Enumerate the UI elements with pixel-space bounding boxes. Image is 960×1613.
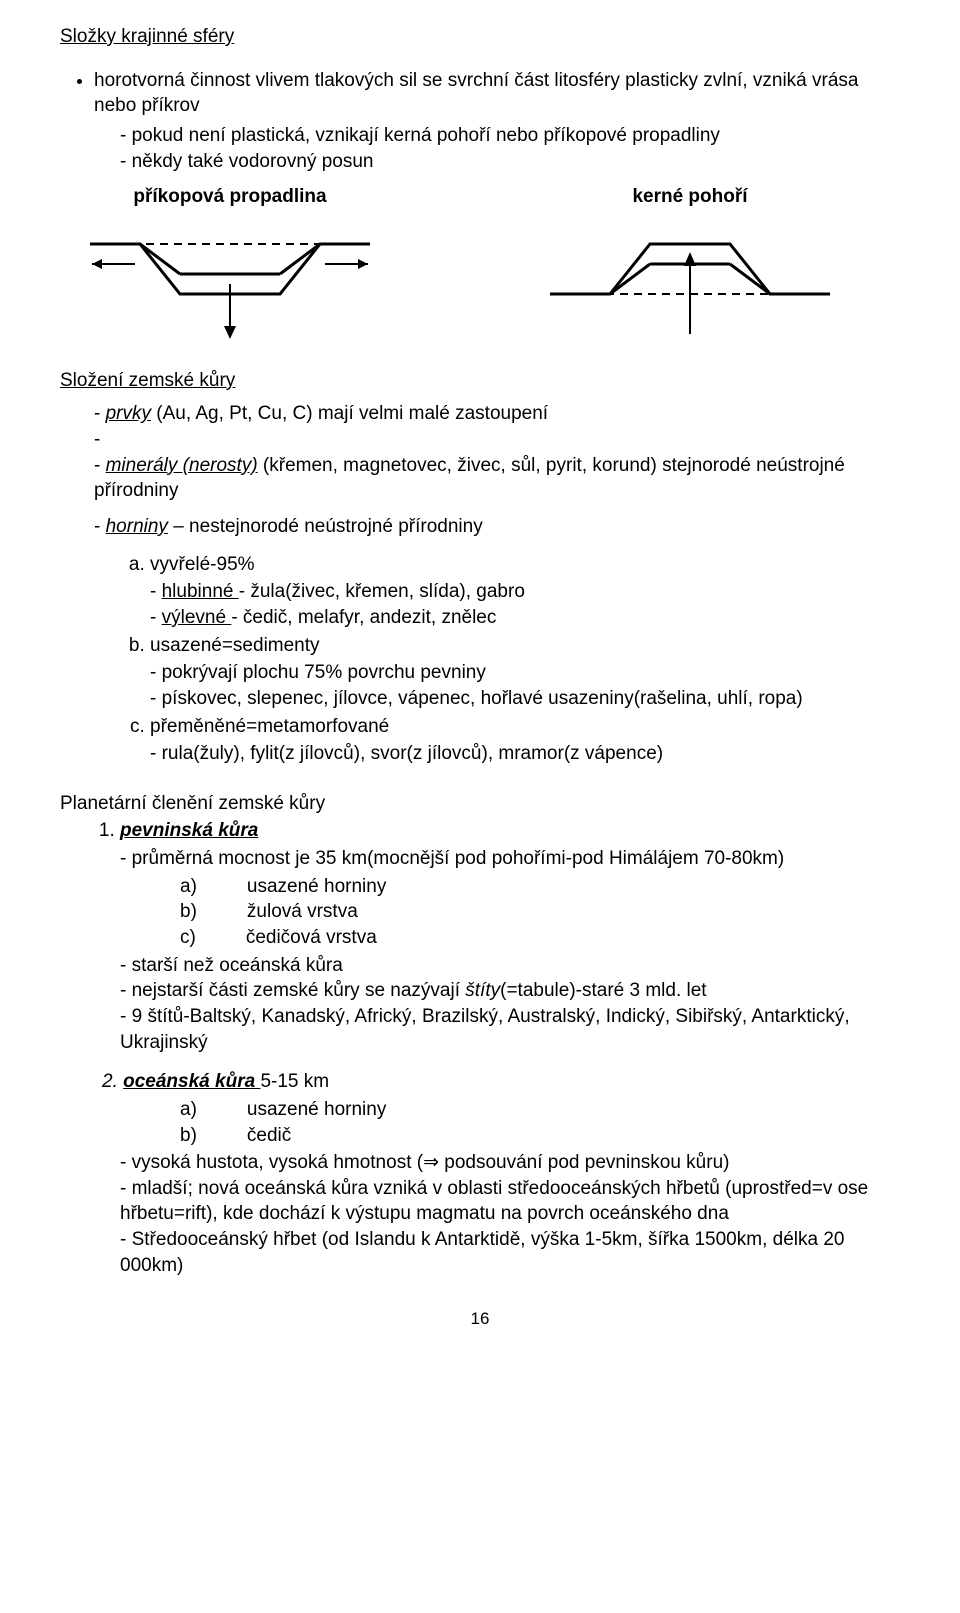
- cont-l2: starší než oceánská kůra: [120, 953, 900, 979]
- oceanic-crust-label: oceánská kůra: [123, 1071, 260, 1092]
- cont-layer-b-text: žulová vrstva: [247, 899, 358, 925]
- diagram-trench-label: příkopová propadlina: [133, 184, 326, 210]
- ocean-layer-a: a) usazené horniny: [180, 1097, 900, 1123]
- ocean-layer-b-text: čedič: [247, 1123, 291, 1149]
- diagram-horst-svg: [540, 214, 840, 344]
- oceanic-crust-suffix: 5-15 km: [260, 1071, 329, 1092]
- planetary-title: Planetární členění zemské kůry: [60, 791, 900, 817]
- crust-rocks: horniny – nestejnorodé neústrojné přírod…: [94, 514, 900, 540]
- ocean-l1: vysoká hustota, vysoká hmotnost (⇒ podso…: [120, 1150, 900, 1176]
- cont-layer-a-letter: a): [180, 874, 197, 900]
- crust-elements: prvky (Au, Ag, Pt, Cu, C) mají velmi mal…: [94, 401, 900, 427]
- page-header: Složky krajinné sféry: [60, 24, 900, 50]
- crust-empty-dash: [94, 427, 900, 453]
- rocks-a-item-1-rest: - žula(živec, křemen, slída), gabro: [239, 581, 525, 602]
- cont-layer-a: a) usazené horniny: [180, 874, 900, 900]
- cont-l3b: štíty: [465, 980, 500, 1001]
- crust-elements-desc: (Au, Ag, Pt, Cu, C) mají velmi malé zast…: [151, 403, 548, 424]
- continental-crust-label: pevninská kůra: [120, 820, 258, 841]
- cont-layer-c: c) čedičová vrstva: [180, 925, 900, 951]
- cont-l4: 9 štítů-Baltský, Kanadský, Africký, Braz…: [120, 1004, 900, 1055]
- ocean-layer-a-text: usazené horniny: [247, 1097, 386, 1123]
- rocks-a-item-2-u: výlevné: [162, 607, 232, 628]
- crust-rocks-desc: – nestejnorodé neústrojné přírodniny: [168, 516, 483, 537]
- sub-bullet-2: někdy také vodorovný posun: [120, 149, 900, 175]
- cont-layer-c-text: čedičová vrstva: [246, 925, 377, 951]
- main-bullet: horotvorná činnost vlivem tlakových sil …: [94, 68, 900, 119]
- rocks-a: vyvřelé-95%: [150, 552, 900, 578]
- rocks-b-item-1: pokrývají plochu 75% povrchu pevniny: [150, 660, 900, 686]
- crust-composition-title: Složení zemské kůry: [60, 368, 900, 394]
- crust-rocks-term: horniny: [106, 516, 168, 537]
- cont-l3a: nejstarší části zemské kůry se nazývají: [132, 980, 466, 1001]
- ocean-layer-a-letter: a): [180, 1097, 197, 1123]
- cont-layer-b-letter: b): [180, 899, 197, 925]
- oceanic-crust-row: 2. oceánská kůra 5-15 km: [60, 1069, 900, 1095]
- cont-l3c: (=tabule)-staré 3 mld. let: [500, 980, 706, 1001]
- cont-layer-c-letter: c): [180, 925, 196, 951]
- cont-l1: průměrná mocnost je 35 km(mocnější pod p…: [120, 846, 900, 872]
- rocks-b-item-2: pískovec, slepenec, jílovce, vápenec, ho…: [150, 686, 900, 712]
- cont-l3: nejstarší části zemské kůry se nazývají …: [120, 978, 900, 1004]
- ocean-layer-b-letter: b): [180, 1123, 197, 1149]
- page-number: 16: [60, 1308, 900, 1331]
- diagram-row: příkopová propadlina kerné: [80, 184, 900, 344]
- ocean-l2: mladší; nová oceánská kůra vzniká v obla…: [120, 1176, 900, 1227]
- crust-elements-term: prvky: [106, 403, 151, 424]
- rocks-a-item-1-u: hlubinné: [162, 581, 239, 602]
- ocean-l3: Středooceánský hřbet (od Islandu k Antar…: [120, 1227, 900, 1278]
- oceanic-num: 2.: [102, 1071, 123, 1092]
- continental-crust-title: pevninská kůra: [120, 818, 900, 844]
- rocks-c-item-1: rula(žuly), fylit(z jílovců), svor(z jíl…: [150, 741, 900, 767]
- rocks-a-item-2: výlevné - čedič, melafyr, andezit, zněle…: [150, 605, 900, 631]
- rocks-a-item-2-rest: - čedič, melafyr, andezit, znělec: [231, 607, 496, 628]
- ocean-layer-b: b) čedič: [180, 1123, 900, 1149]
- cont-layer-b: b) žulová vrstva: [180, 899, 900, 925]
- diagram-trench: příkopová propadlina: [80, 184, 380, 344]
- rocks-a-item-1: hlubinné - žula(živec, křemen, slída), g…: [150, 579, 900, 605]
- crust-minerals-term: minerály (nerosty): [106, 455, 258, 476]
- diagram-trench-svg: [80, 214, 380, 344]
- rocks-c: přeměněné=metamorfované: [150, 714, 900, 740]
- cont-layer-a-text: usazené horniny: [247, 874, 386, 900]
- diagram-horst: kerné pohoří: [540, 184, 840, 344]
- sub-bullet-1: pokud není plastická, vznikají kerná poh…: [120, 123, 900, 149]
- crust-minerals: minerály (nerosty) (křemen, magnetovec, …: [94, 453, 900, 504]
- rocks-b: usazené=sedimenty: [150, 633, 900, 659]
- diagram-horst-label: kerné pohoří: [632, 184, 747, 210]
